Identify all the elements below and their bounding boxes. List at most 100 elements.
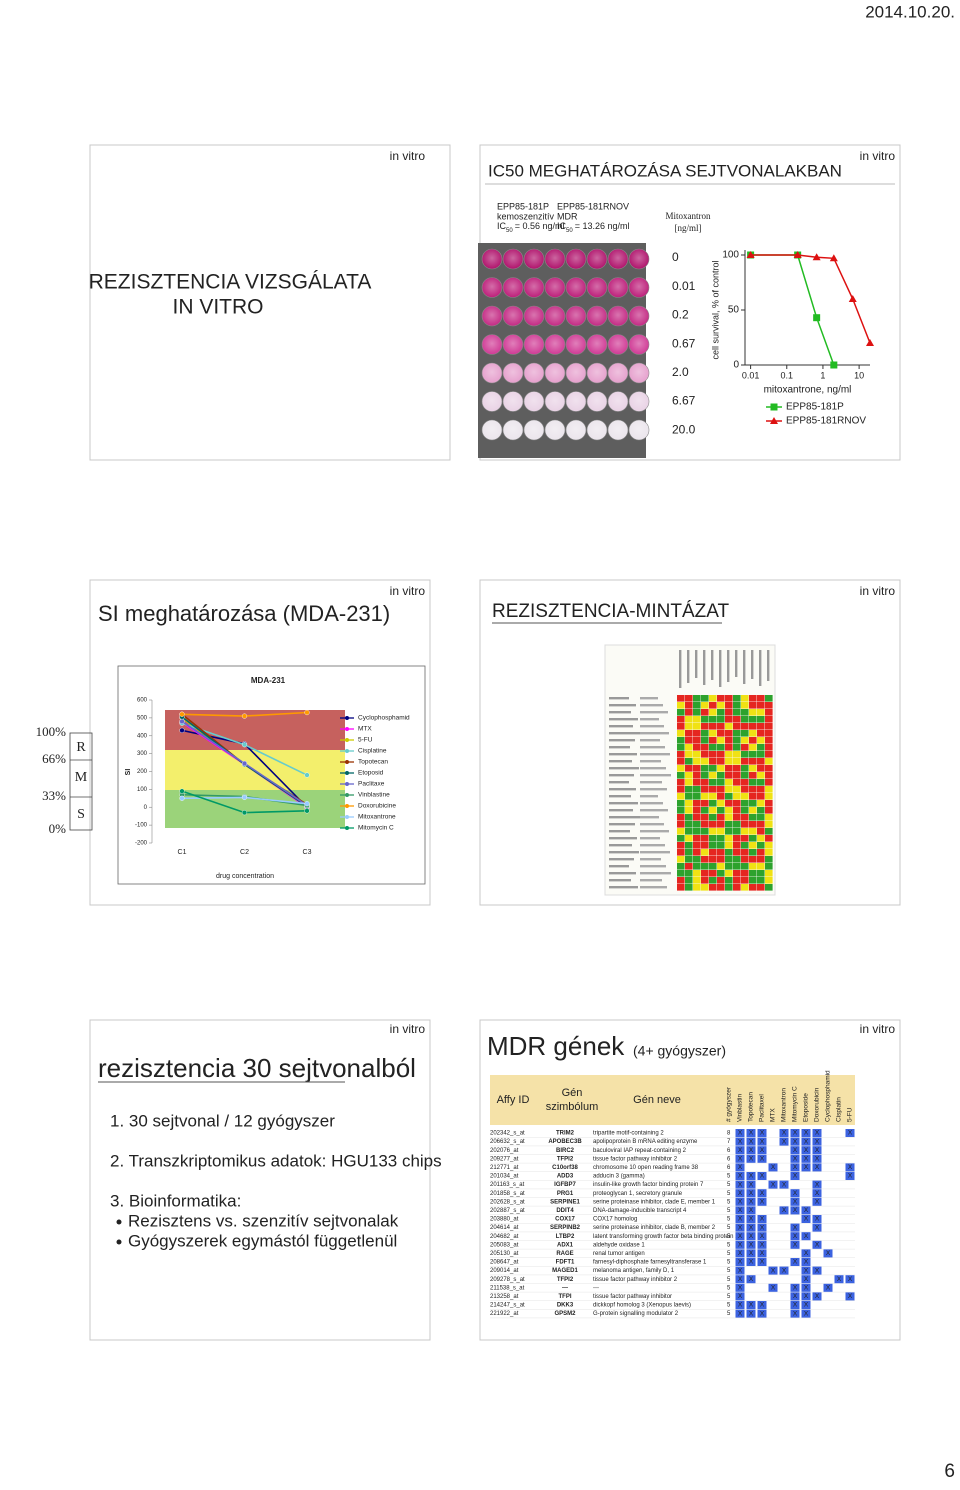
heat-cell	[717, 730, 725, 737]
heat-cell	[701, 716, 709, 723]
heat-cell	[725, 751, 733, 758]
hit-cell	[845, 1172, 855, 1180]
heat-cell	[677, 730, 685, 737]
well-shine	[566, 420, 586, 440]
hit-cell	[790, 1146, 800, 1155]
hit-mark: X	[815, 1138, 820, 1145]
heat-cell	[741, 737, 749, 744]
gene-symbol: PRG1	[557, 1191, 574, 1197]
heat-cell	[741, 870, 749, 877]
hit-cell	[746, 1232, 756, 1241]
heat-cell	[717, 772, 725, 779]
hit-mark: X	[738, 1293, 743, 1300]
hit-cell	[757, 1309, 767, 1318]
heat-cell	[749, 709, 757, 716]
hit-cell	[801, 1275, 811, 1284]
heat-cell	[709, 856, 717, 863]
column-header-placeholder	[711, 650, 714, 680]
row-text-placeholder	[640, 844, 665, 847]
ic-sub: 50	[506, 228, 513, 234]
hit-mark: X	[749, 1173, 754, 1180]
gene-symbol: TRIM2	[556, 1131, 575, 1137]
heat-cell	[709, 786, 717, 793]
heat-cell	[765, 793, 773, 800]
hit-cell	[735, 1223, 745, 1232]
drug-count: 5	[727, 1251, 731, 1257]
hit-mark: X	[738, 1302, 743, 1309]
hit-mark: X	[804, 1302, 809, 1309]
heat-cell	[685, 709, 693, 716]
hit-cell	[735, 1292, 745, 1301]
hit-mark: X	[738, 1147, 743, 1154]
hit-mark: X	[738, 1242, 743, 1249]
heat-cell	[749, 814, 757, 821]
hit-mark: X	[793, 1310, 798, 1317]
hit-mark: X	[738, 1250, 743, 1257]
hit-mark: X	[760, 1216, 765, 1223]
hit-cell	[790, 1258, 800, 1266]
heat-cell	[741, 709, 749, 716]
heat-cell	[693, 793, 701, 800]
heat-cell	[701, 772, 709, 779]
hit-mark: X	[815, 1130, 820, 1137]
point	[746, 251, 755, 258]
hit-mark: X	[815, 1293, 820, 1300]
hit-cell	[801, 1266, 811, 1275]
well-shine	[545, 306, 565, 326]
point	[241, 794, 248, 801]
heat-cell	[685, 786, 693, 793]
drug-count: 5	[727, 1285, 731, 1291]
heat-cell	[741, 877, 749, 884]
heat-cell	[685, 835, 693, 842]
hit-cell	[735, 1266, 745, 1275]
gene-name: insulin-like growth factor binding prote…	[593, 1182, 704, 1188]
concentration-label: 20.0	[672, 422, 696, 436]
legend-label: Etoposid	[358, 770, 384, 777]
x-tick-label: 0.1	[781, 370, 794, 380]
heat-cell	[749, 807, 757, 814]
gene-name: tissue factor pathway inhibitor 2	[593, 1156, 678, 1162]
gene-name: COX17 homolog	[593, 1217, 637, 1223]
row-text-placeholder	[609, 809, 633, 812]
heat-cell	[717, 695, 725, 702]
hit-cell	[845, 1129, 855, 1137]
row-text-placeholder	[609, 858, 634, 861]
heat-cell	[757, 786, 765, 793]
point	[241, 713, 248, 719]
hit-mark: X	[749, 1302, 754, 1309]
heat-cell	[677, 814, 685, 821]
ic-sub: 50	[566, 228, 573, 234]
y-tick-label: 0	[144, 805, 148, 811]
list-item: 2. Transzkriptomikus adatok: HGU133 chip…	[110, 1151, 442, 1170]
slide-frame	[479, 1019, 901, 1341]
x-tick-label: C1	[178, 849, 187, 856]
heat-cell	[685, 695, 693, 702]
x-tick-label: 10	[854, 370, 864, 380]
heat-cell	[733, 821, 741, 828]
col-header: Cisplatin	[836, 1097, 843, 1122]
well-shine	[503, 334, 523, 355]
row-text-placeholder	[609, 697, 629, 700]
heat-cell	[765, 772, 773, 779]
hit-cell	[746, 1146, 756, 1155]
hit-cell	[845, 1275, 855, 1284]
affy-id: 204614_at	[490, 1225, 519, 1231]
heat-cell	[693, 723, 701, 730]
heat-cell	[765, 730, 773, 737]
bullet-item: Gyógyszerek egymástól függetlenül	[128, 1231, 397, 1250]
heat-cell	[749, 800, 757, 807]
heat-cell	[709, 793, 717, 800]
drug-count: 5	[727, 1242, 731, 1248]
well-shine	[482, 334, 502, 355]
hit-mark: X	[749, 1207, 754, 1214]
heat-cell	[717, 758, 725, 765]
legend-label: 5-FU	[358, 737, 373, 744]
drug-count: 6	[727, 1165, 731, 1171]
gene-symbol: TFPI2	[557, 1156, 574, 1162]
hit-cell	[746, 1240, 756, 1249]
heat-cell	[765, 709, 773, 716]
heat-cell	[685, 863, 693, 870]
heat-cell	[725, 758, 733, 765]
heat-cell	[765, 744, 773, 751]
y-tick-label: -200	[135, 841, 148, 847]
